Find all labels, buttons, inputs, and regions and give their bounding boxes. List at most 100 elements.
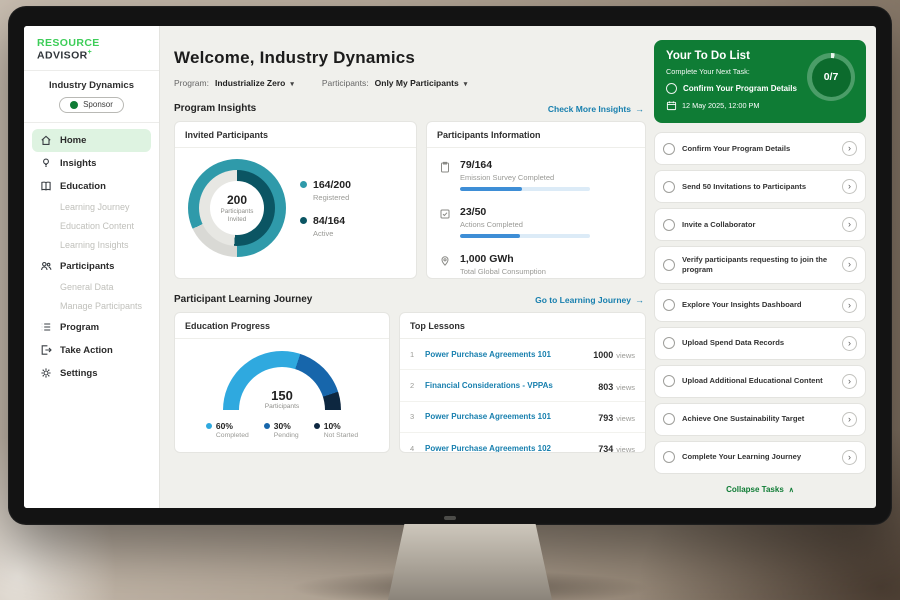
sidebar-item-education-content[interactable]: Education Content xyxy=(60,221,135,231)
legend-label: Not Started xyxy=(323,432,359,439)
legend-dot-not-started xyxy=(313,423,320,429)
task-checkbox[interactable] xyxy=(663,142,675,155)
monitor-stand xyxy=(388,524,552,600)
brand-resource: RESOURCE xyxy=(37,37,100,49)
sponsor-badge[interactable]: Sponsor xyxy=(59,96,124,113)
todo-progress-count: 0/7 xyxy=(811,57,851,97)
lesson-rank: 2 xyxy=(410,381,415,391)
legend-value: 84/164 xyxy=(313,214,346,227)
sidebar-item-program[interactable]: Program xyxy=(32,316,151,339)
todo-task[interactable]: Explore Your Insights Dashboard xyxy=(654,288,866,322)
donut-center: 200 Participants Invited xyxy=(210,181,264,235)
card-title: Education Progress xyxy=(175,313,389,339)
sidebar-item-label: Take Action xyxy=(60,344,113,356)
collapse-tasks-button[interactable]: Collapse Tasks xyxy=(720,484,800,495)
program-filter: Program: Industrialize Zero xyxy=(174,78,294,88)
task-checkbox[interactable] xyxy=(666,83,677,94)
participants-select-value: Only My Participants xyxy=(374,78,459,88)
sidebar-item-label: Settings xyxy=(60,367,98,379)
lesson-row: 2 Financial Considerations - VPPAs 803 vi… xyxy=(400,370,645,402)
sidebar-item-learning-insights[interactable]: Learning Insights xyxy=(60,240,129,250)
go-to-learning-journey-link[interactable]: Go to Learning Journey xyxy=(535,295,644,305)
todo-progress-ring: 0/7 xyxy=(807,53,855,101)
task-checkbox[interactable] xyxy=(663,180,675,193)
sidebar-item-insights[interactable]: Insights xyxy=(32,152,151,175)
chevron-right-icon[interactable] xyxy=(842,335,857,351)
legend-dot-active xyxy=(300,216,307,224)
chevron-right-icon[interactable] xyxy=(842,217,857,232)
task-label: Achieve One Sustainability Target xyxy=(682,414,805,424)
check-more-insights-link[interactable]: Check More Insights xyxy=(548,104,644,114)
sidebar-item-take-action[interactable]: Take Action xyxy=(32,339,151,362)
chevron-right-icon[interactable] xyxy=(842,297,857,313)
lesson-views-label: views xyxy=(616,382,635,392)
chevron-right-icon[interactable] xyxy=(842,411,857,427)
todo-task[interactable]: Send 50 Invitations to Participants xyxy=(654,170,866,203)
lesson-link[interactable]: Power Purchase Agreements 102 xyxy=(425,443,551,453)
legend-label: Completed xyxy=(215,432,249,439)
page-title: Welcome, Industry Dynamics xyxy=(174,48,416,67)
task-checkbox[interactable] xyxy=(663,413,675,426)
task-checkbox[interactable] xyxy=(663,218,675,231)
sidebar-item-education[interactable]: Education xyxy=(32,175,151,198)
chevron-right-icon[interactable] xyxy=(842,141,857,156)
task-checkbox[interactable] xyxy=(663,337,675,350)
info-label: Total Global Consumption xyxy=(460,266,546,276)
task-checkbox[interactable] xyxy=(663,299,675,312)
todo-task[interactable]: Invite a Collaborator xyxy=(654,208,866,241)
sidebar-item-participants[interactable]: Participants xyxy=(32,255,151,278)
lesson-rank: 3 xyxy=(410,412,415,422)
card-title: Invited Participants xyxy=(175,122,416,148)
legend-label: Active xyxy=(313,228,334,238)
sidebar-item-settings[interactable]: Settings xyxy=(32,362,151,385)
info-rows: 79/164 Emission Survey Completed xyxy=(427,148,645,278)
chevron-right-icon[interactable] xyxy=(842,449,857,465)
legend-dot-completed xyxy=(205,423,212,429)
task-checkbox[interactable] xyxy=(663,451,675,464)
participants-select[interactable]: Only My Participants xyxy=(375,78,468,88)
todo-task[interactable]: Verify participants requesting to join t… xyxy=(654,246,866,284)
lesson-rank: 4 xyxy=(410,443,415,453)
home-icon xyxy=(41,135,51,145)
chevron-right-icon[interactable] xyxy=(842,373,857,389)
lesson-link[interactable]: Power Purchase Agreements 101 xyxy=(425,349,551,359)
legend-item-completed: 60% Completed xyxy=(205,421,249,439)
lessons-list: 1 Power Purchase Agreements 101 1000 view… xyxy=(400,339,645,453)
donut-center-label: Participants Invited xyxy=(220,207,254,223)
brand-advisor: ADVISOR xyxy=(37,49,88,62)
todo-task[interactable]: Upload Spend Data Records xyxy=(654,326,866,360)
next-task-label: Confirm Your Program Details xyxy=(683,84,797,93)
arrow-right-icon xyxy=(635,104,644,114)
sidebar-item-general-data[interactable]: General Data xyxy=(60,282,114,292)
chevron-right-icon[interactable] xyxy=(842,179,857,194)
gauge-center-label: Participants xyxy=(264,403,300,410)
todo-task[interactable]: Complete Your Learning Journey xyxy=(654,440,866,474)
todo-next-task[interactable]: Confirm Your Program Details xyxy=(666,83,808,94)
todo-task[interactable]: Confirm Your Program Details xyxy=(654,132,866,165)
donut-legend: 164/200 Registered 84/164 Active xyxy=(300,179,351,238)
invited-card-body: 200 Participants Invited 164/200 xyxy=(175,148,416,257)
task-checkbox[interactable] xyxy=(663,375,675,388)
lesson-link[interactable]: Power Purchase Agreements 101 xyxy=(425,412,551,422)
chevron-right-icon[interactable] xyxy=(842,257,857,273)
lesson-row: 1 Power Purchase Agreements 101 1000 view… xyxy=(400,339,645,371)
sidebar-item-learning-journey[interactable]: Learning Journey xyxy=(60,202,130,212)
sponsor-icon xyxy=(70,100,79,109)
info-value: 1,000 GWh xyxy=(460,252,514,265)
sidebar-item-home[interactable]: Home xyxy=(32,128,151,152)
checklist-icon xyxy=(440,209,450,218)
legend-label: Registered xyxy=(313,192,350,202)
lesson-link[interactable]: Financial Considerations - VPPAs xyxy=(425,381,553,391)
sidebar-item-manage-participants[interactable]: Manage Participants xyxy=(60,301,143,311)
monitor-bezel: RESOURCE ADVISOR+ Industry Dynamics Spon… xyxy=(8,6,892,525)
program-select[interactable]: Industrialize Zero xyxy=(215,78,294,88)
todo-task[interactable]: Upload Additional Educational Content xyxy=(654,364,866,398)
education-progress-card: Education Progress 150 Participants xyxy=(174,312,390,453)
program-select-value: Industrialize Zero xyxy=(214,78,286,88)
chevron-down-icon xyxy=(464,78,468,88)
learning-cards-row: Education Progress 150 Participants xyxy=(174,312,646,453)
lesson-views: 793 xyxy=(598,412,614,423)
todo-task[interactable]: Achieve One Sustainability Target xyxy=(654,402,866,436)
info-row-global-consumption: 1,000 GWh Total Global Consumption xyxy=(439,245,633,278)
task-checkbox[interactable] xyxy=(663,258,675,271)
